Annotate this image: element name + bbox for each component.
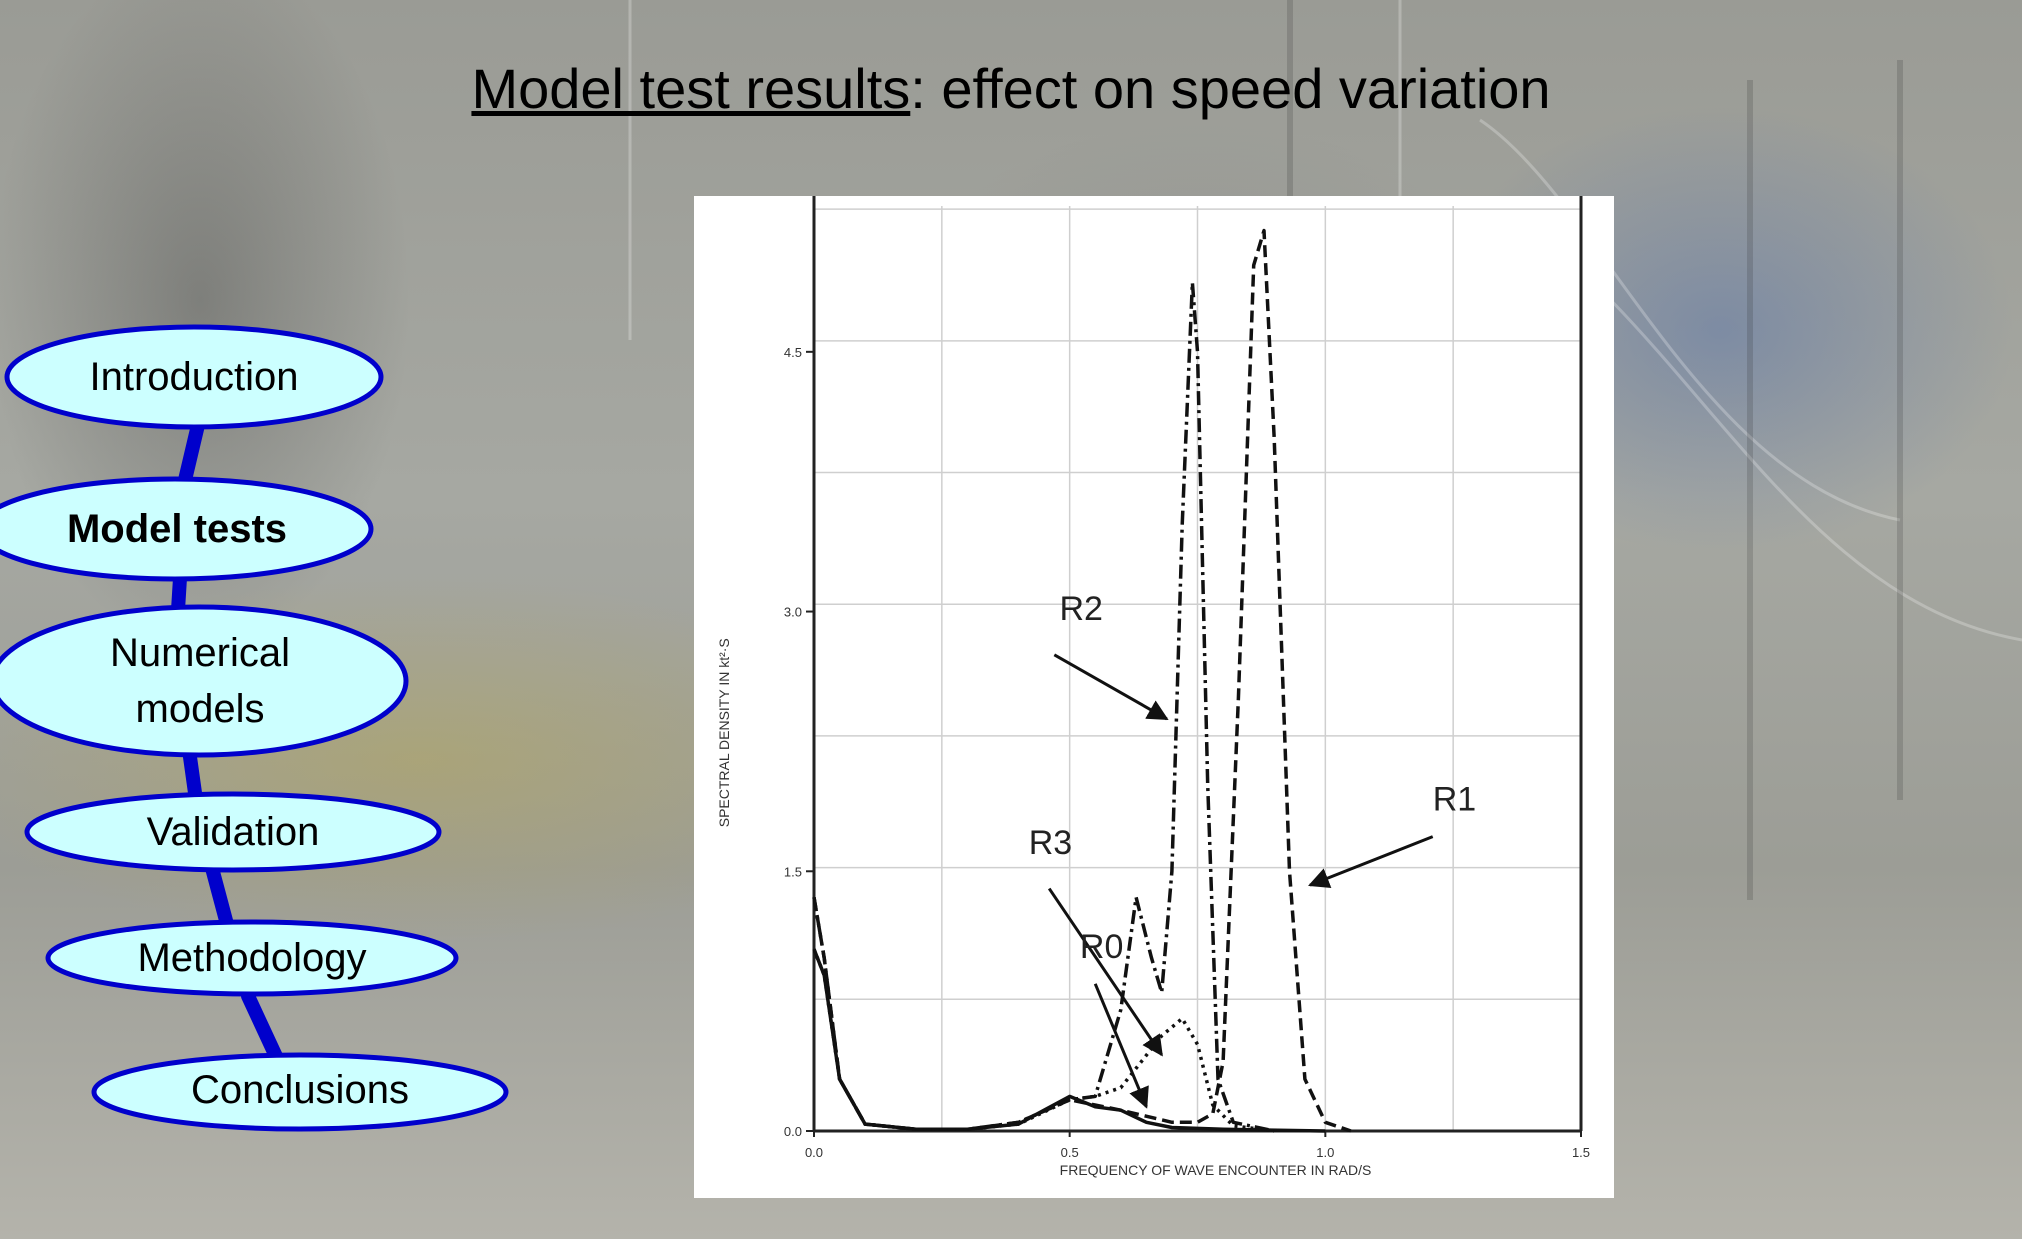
annotation-arrow bbox=[1093, 983, 1149, 1109]
nav-ellipse-conclusions[interactable] bbox=[91, 1052, 509, 1132]
nav-ellipse-numerical-models[interactable] bbox=[0, 604, 409, 758]
y-tick-label: 3.0 bbox=[784, 605, 802, 620]
x-tick-label: 1.5 bbox=[1572, 1145, 1590, 1160]
series-line-r1 bbox=[812, 228, 1352, 1133]
annotation-label: R0 bbox=[1080, 928, 1123, 966]
annotation-label: R2 bbox=[1059, 590, 1102, 628]
nav-ellipse-methodology[interactable] bbox=[45, 919, 459, 997]
title-rest: : effect on speed variation bbox=[910, 57, 1551, 120]
nav-item-numerical-models[interactable]: Numerical models bbox=[109, 631, 291, 731]
nav-item-model-tests[interactable]: Model tests bbox=[66, 507, 288, 551]
y-tick-label: 0.0 bbox=[784, 1124, 802, 1139]
nav-ellipse-introduction[interactable] bbox=[4, 324, 384, 430]
x-tick-label: 1.0 bbox=[1316, 1145, 1334, 1160]
title-underlined: Model test results bbox=[471, 57, 911, 120]
annotation-label: R3 bbox=[1029, 824, 1072, 862]
chart-svg: 0.0 0.5 1.0 1.5 0.0 1.5 3.0 4.5 FREQUENCY OF WAV… bbox=[716, 196, 1590, 1178]
series-line-r3 bbox=[812, 948, 1275, 1133]
annotation-arrow bbox=[1047, 887, 1163, 1057]
nav-item-conclusions[interactable]: Conclusions bbox=[191, 1068, 409, 1112]
connector-2 bbox=[171, 571, 187, 617]
y-tick-label: 1.5 bbox=[784, 864, 802, 879]
annotation-arrow bbox=[1053, 653, 1169, 721]
nav-ellipse-model-tests[interactable] bbox=[0, 476, 374, 582]
nav-ellipse-validation[interactable] bbox=[24, 791, 442, 873]
x-axis-label: FREQUENCY OF WAVE ENCOUNTER IN RAD/S bbox=[1060, 1162, 1372, 1178]
annotation-arrow bbox=[1308, 835, 1434, 888]
y-axis-label: SPECTRAL DENSITY IN kt²·S bbox=[716, 638, 732, 827]
nav-item-methodology[interactable]: Methodology bbox=[137, 936, 367, 980]
connector-1 bbox=[178, 418, 205, 487]
nav-item-validation[interactable]: Validation bbox=[146, 810, 320, 854]
slide-title: Model test results: effect on speed vari… bbox=[0, 56, 2022, 121]
nav-diagram bbox=[0, 324, 509, 1132]
spectral-density-chart: 0.0 0.5 1.0 1.5 0.0 1.5 3.0 4.5 FREQUENCY OF WAV… bbox=[694, 196, 1614, 1198]
nav-item-introduction[interactable]: Introduction bbox=[89, 355, 299, 399]
x-tick-label: 0.5 bbox=[1061, 1145, 1079, 1160]
x-tick-label: 0.0 bbox=[805, 1145, 823, 1160]
series-line-r2 bbox=[812, 280, 1275, 1133]
connector-4 bbox=[205, 861, 235, 935]
annotation-label: R1 bbox=[1433, 781, 1476, 819]
y-tick-label: 4.5 bbox=[784, 345, 802, 360]
